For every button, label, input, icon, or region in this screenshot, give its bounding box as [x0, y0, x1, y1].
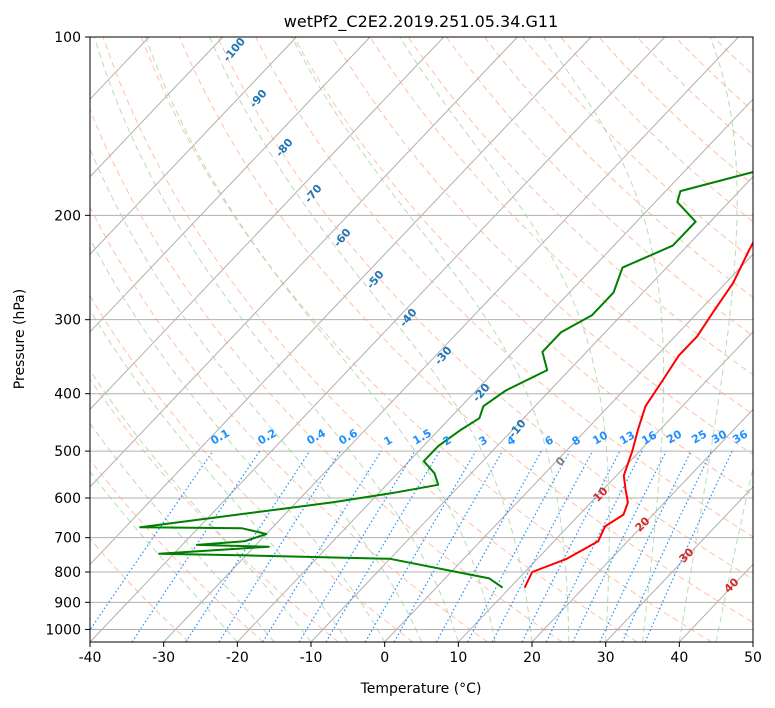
mixing-ratio-line	[466, 450, 571, 642]
mixing-ratio-line	[572, 450, 667, 642]
y-tick-label: 700	[54, 531, 81, 547]
x-tick-label: 50	[744, 650, 762, 666]
y-tick-label: 400	[54, 387, 81, 403]
mixing-ratio-line	[393, 450, 504, 642]
dry-adiabat-line	[255, 37, 753, 538]
mixing-ratio-line	[185, 450, 311, 642]
x-tick-label: 40	[670, 650, 688, 666]
dry-adiabat-line	[407, 37, 753, 376]
isotherm-line	[752, 641, 753, 642]
x-tick-label: -10	[300, 650, 323, 666]
dry-adiabat-line	[90, 108, 563, 642]
isotherm-line	[90, 37, 371, 333]
dry-adiabat-line	[751, 37, 753, 40]
dry-adiabat-line	[178, 37, 753, 623]
moist-adiabat-line	[90, 369, 312, 642]
axis-ticks: -40 -30 -20 -10 0 10 20 30 40 50 100 200 300 400 500 60…	[45, 30, 762, 666]
dry-adiabat-line	[90, 537, 190, 642]
moist-adiabat-line	[145, 37, 496, 642]
isotherm-line	[90, 37, 224, 178]
dewpoint-profile-line	[139, 171, 753, 589]
y-tick-label: 100	[54, 30, 81, 46]
dry-adiabat-line	[90, 459, 264, 642]
isotherm-line	[0, 37, 2, 642]
isotherm-line	[90, 37, 592, 566]
y-tick-label: 1000	[45, 622, 81, 638]
mixing-ratio-line	[545, 450, 643, 642]
dry-adiabat-line	[140, 37, 712, 642]
y-tick-label: 800	[54, 565, 81, 581]
chart-title: wetPf2_C2E2.2019.251.05.34.G11	[284, 12, 558, 32]
moist-adiabat-line	[90, 470, 238, 642]
y-tick-label: 200	[54, 208, 81, 224]
x-tick-label: 30	[597, 650, 615, 666]
moist-adiabat-line	[90, 237, 386, 642]
dry-adiabat-line	[217, 37, 753, 580]
moist-adiabat-line	[90, 309, 349, 642]
moist-adiabat-line	[399, 37, 610, 642]
temperature-profile-line	[523, 240, 753, 589]
isotherm-line	[236, 98, 753, 642]
profile-series	[139, 171, 753, 589]
mixing-ratio-line	[262, 450, 382, 642]
x-tick-label: 10	[449, 650, 467, 666]
isotherm-line	[163, 37, 739, 642]
mixing-ratio-line	[90, 450, 214, 631]
isotherm-line	[90, 37, 518, 488]
isotherm-line	[90, 37, 297, 256]
mixing-ratio-line	[131, 450, 261, 642]
moist-adiabat-line	[715, 466, 753, 642]
dry-adiabat-line	[90, 294, 414, 642]
x-tick-label: -20	[226, 650, 249, 666]
moist-adiabat-line	[90, 422, 275, 642]
isotherm-line	[90, 37, 445, 411]
moist-adiabat-line	[90, 148, 422, 642]
x-tick-label: 20	[523, 650, 541, 666]
dry-adiabat-line	[90, 205, 488, 642]
y-tick-label: 900	[54, 595, 81, 611]
x-tick-label: -40	[79, 650, 102, 666]
y-axis-label: Pressure (hPa)	[12, 289, 28, 389]
x-axis-label: Temperature (°C)	[360, 681, 482, 697]
x-tick-label: -30	[152, 650, 175, 666]
isotherm-line	[531, 408, 753, 642]
isotherm-line	[605, 486, 753, 642]
dry-adiabat-line	[331, 37, 753, 456]
moist-adiabat-line	[291, 37, 570, 642]
y-tick-label: 500	[54, 444, 81, 460]
dry-adiabat-line	[369, 37, 753, 415]
moist-adiabat-line	[209, 37, 533, 642]
moist-adiabat-line	[93, 37, 459, 642]
isotherm-line	[457, 331, 753, 642]
mixing-ratio-line	[644, 450, 733, 642]
moist-adiabat-line	[543, 37, 665, 642]
mixing-ratio-line	[218, 450, 342, 642]
isotherm-line	[384, 253, 753, 642]
mixing-ratio-line	[435, 450, 542, 642]
y-tick-label: 600	[54, 491, 81, 507]
dry-adiabat-line	[293, 37, 753, 496]
y-tick-label: 300	[54, 313, 81, 329]
x-tick-label: 0	[380, 650, 389, 666]
plot-frame	[89, 36, 754, 643]
